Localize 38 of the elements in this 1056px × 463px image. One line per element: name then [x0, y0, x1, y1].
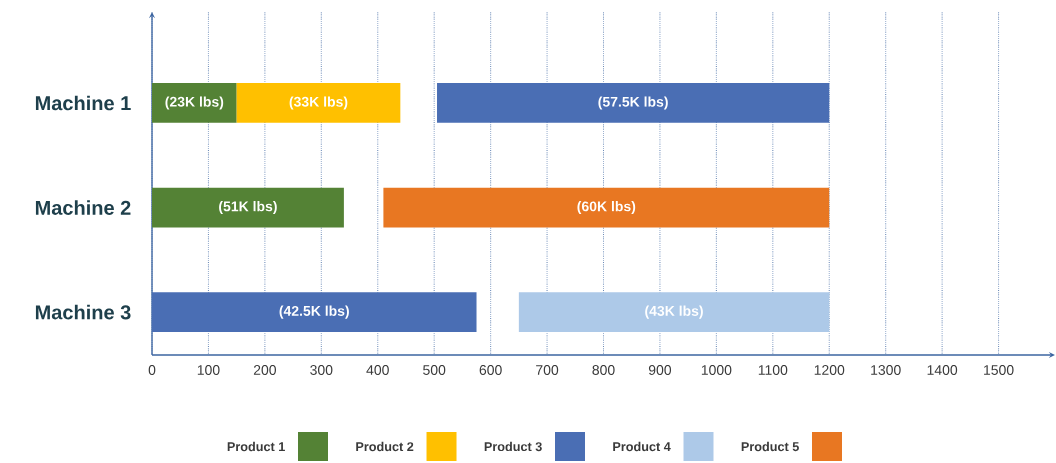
y-tick-label: Machine 3 [35, 304, 131, 320]
legend-label: Product 2 [356, 441, 414, 452]
annotation: (51K lbs) [219, 201, 277, 215]
annotation: (57.5K lbs) [598, 96, 668, 110]
bar [152, 83, 237, 123]
x-tick-label: 900 [648, 365, 672, 375]
x-tick-label: 0 [148, 365, 156, 375]
bar [236, 83, 401, 123]
x-tick-label: 1400 [927, 365, 958, 375]
y-tick-label: Machine 2 [35, 200, 131, 215]
bar [152, 292, 477, 332]
bar [437, 83, 830, 123]
annotation: (42.5K lbs) [279, 305, 349, 319]
x-tick-label: 500 [423, 365, 446, 375]
x-tick-label: 700 [536, 365, 559, 375]
legend-label: Product 5 [741, 441, 799, 452]
annotation: (43K lbs) [645, 305, 703, 319]
bar [518, 292, 830, 332]
legend-label: Product 3 [484, 441, 542, 452]
x-tick-label: 1500 [984, 365, 1014, 375]
legend-label: Product 4 [613, 441, 671, 452]
bar [383, 187, 830, 228]
x-tick-label: 800 [592, 365, 615, 375]
x-tick-label: 1200 [814, 365, 845, 375]
bar [152, 187, 344, 228]
x-tick-label: 1000 [701, 365, 732, 375]
x-tick-label: 600 [479, 365, 502, 375]
x-tick-label: 100 [197, 365, 220, 375]
x-tick-label: 400 [366, 365, 389, 375]
x-tick-label: 200 [253, 365, 277, 375]
x-tick-label: 1300 [871, 365, 901, 375]
annotation: (33K lbs) [289, 96, 348, 110]
x-tick-label: 300 [310, 365, 333, 375]
annotation: (60K lbs) [577, 201, 636, 215]
y-tick-label: Machine 1 [35, 95, 131, 111]
x-tick-label: 1100 [758, 365, 788, 375]
legend-label: Product 1 [227, 441, 285, 452]
annotation: (23K lbs) [165, 96, 224, 110]
